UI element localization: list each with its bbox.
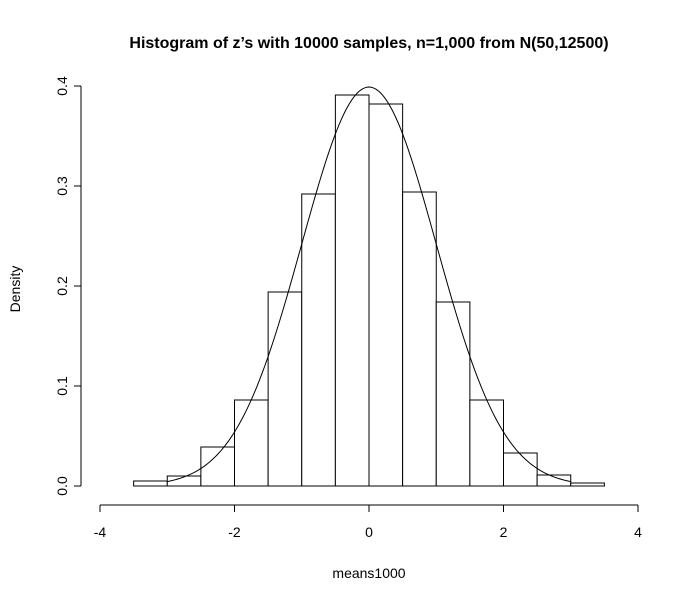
x-axis-label: means1000 [332,565,405,581]
histogram-bar-5 [301,193,336,487]
histogram-bar-1 [166,475,202,487]
y-tick-label-1: 0.1 [54,376,70,396]
x-tick-label-2: 0 [365,524,373,540]
histogram-bar-6 [334,94,370,487]
x-tick-label-3: 2 [500,524,508,540]
x-tick-label-1: -2 [228,524,241,540]
y-tick-label-3: 0.3 [54,176,70,196]
histogram-bar-2 [200,446,235,487]
histogram-bar-9 [435,301,471,487]
y-tick-label-4: 0.4 [54,76,70,96]
chart-title: Histogram of z’s with 10000 samples, n=1… [129,35,608,52]
y-tick-label-0: 0.0 [54,476,70,496]
histogram-bar-3 [234,399,269,487]
x-tick-label-0: -4 [94,524,107,540]
normal-density-curve [167,86,571,483]
histogram-bar-7 [368,103,404,487]
y-axis-label: Density [7,266,23,313]
histogram-bar-0 [133,480,168,487]
histogram-bar-12 [536,474,572,487]
histogram-bar-11 [503,452,538,487]
x-tick-label-4: 4 [634,524,642,540]
histogram-bar-4 [267,291,303,487]
histogram-bar-13 [570,482,605,487]
y-tick-label-2: 0.2 [54,276,70,296]
histogram-bar-10 [469,399,504,487]
y-axis-ticks: 0.0 0.1 0.2 0.3 0.4 [54,76,81,496]
histogram-bar-8 [402,191,437,487]
x-axis-ticks: -4 -2 0 2 4 [94,505,642,540]
histogram-bars [133,94,605,487]
